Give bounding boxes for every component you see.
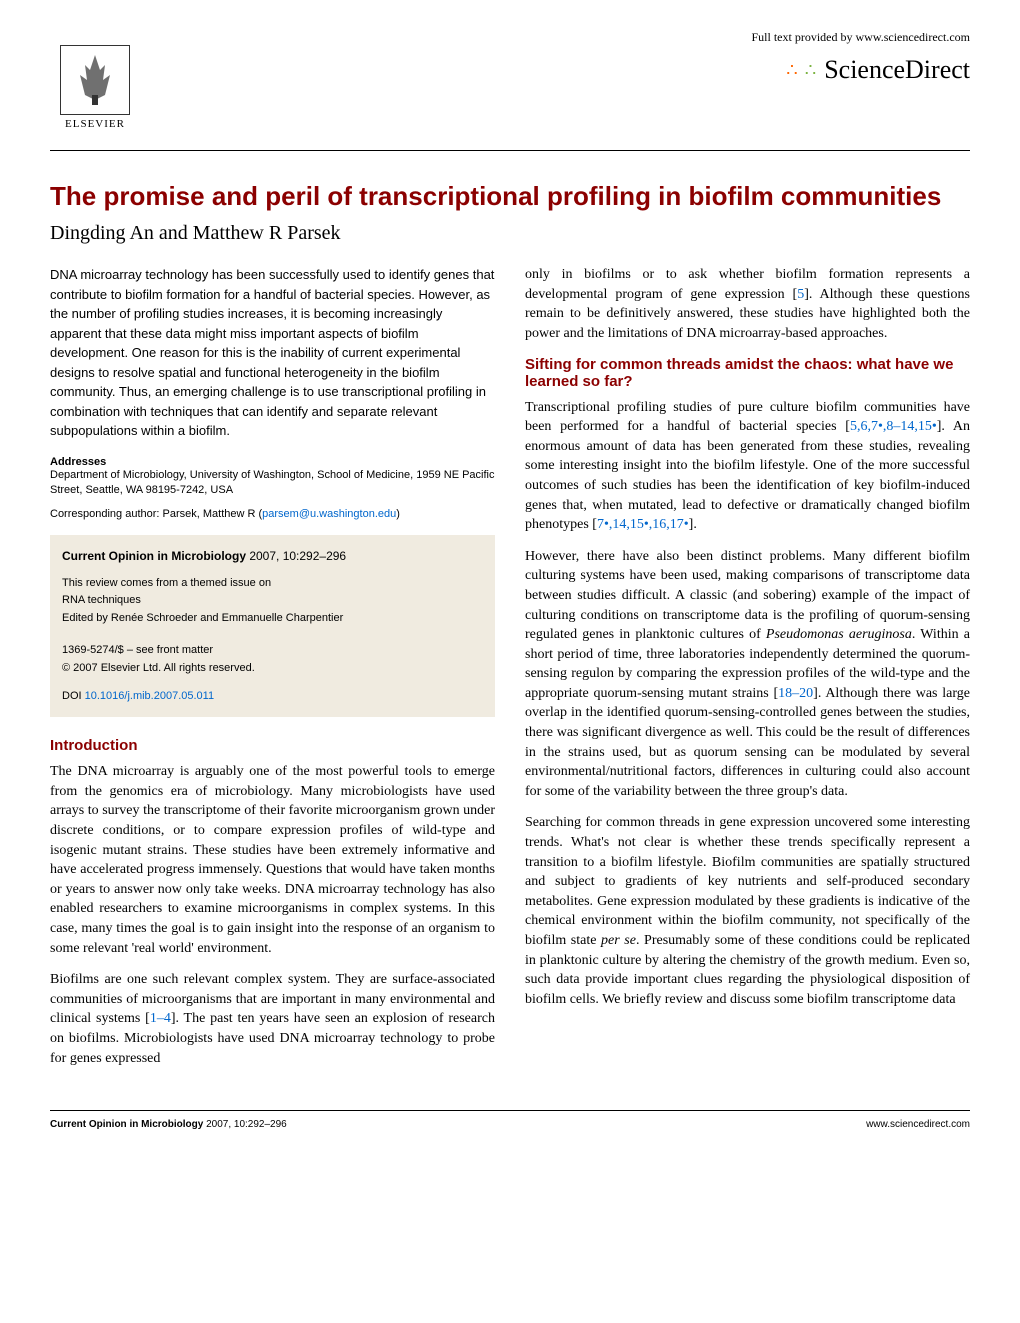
info-box: Current Opinion in Microbiology 2007, 10…: [50, 535, 495, 717]
abstract: DNA microarray technology has been succe…: [50, 265, 495, 441]
footer-left: Current Opinion in Microbiology 2007, 10…: [50, 1119, 287, 1130]
sift-p2-c: ]. Although there was large overlap in t…: [525, 686, 970, 799]
ref-7-17[interactable]: 7•,14,15•,16,17•: [597, 517, 689, 532]
topic: RNA techniques: [62, 592, 483, 610]
copyright: © 2007 Elsevier Ltd. All rights reserved…: [62, 660, 483, 678]
journal-citation: Current Opinion in Microbiology 2007, 10…: [62, 547, 483, 566]
footer-right: www.sciencedirect.com: [866, 1119, 970, 1130]
doi-link[interactable]: 10.1016/j.mib.2007.05.011: [85, 690, 214, 702]
footer-journal: Current Opinion in Microbiology: [50, 1119, 203, 1130]
introduction-heading: Introduction: [50, 737, 495, 754]
journal-name: Current Opinion in Microbiology: [62, 549, 246, 563]
editors: Edited by Renée Schroeder and Emmanuelle…: [62, 610, 483, 628]
footer-pages: 2007, 10:292–296: [203, 1119, 286, 1130]
intro-para-2-cont: only in biofilms or to ask whether biofi…: [525, 265, 970, 343]
header-right: Full text provided by www.sciencedirect.…: [752, 30, 971, 85]
two-column-layout: DNA microarray technology has been succe…: [50, 265, 970, 1080]
sifting-para-1: Transcriptional profiling studies of pur…: [525, 398, 970, 535]
ref-1-4[interactable]: 1–4: [150, 1011, 171, 1026]
sciencedirect-logo: ScienceDirect: [752, 55, 971, 85]
sciencedirect-text: ScienceDirect: [824, 55, 970, 85]
sift-p2-italic: Pseudomonas aeruginosa: [766, 627, 912, 642]
elsevier-logo: ELSEVIER: [50, 30, 140, 130]
elsevier-tree-icon: [60, 45, 130, 115]
sift-p1-c: ].: [689, 517, 697, 532]
ref-5-15[interactable]: 5,6,7•,8–14,15•: [850, 419, 937, 434]
fulltext-notice: Full text provided by www.sciencedirect.…: [752, 30, 971, 45]
sift-p3-italic: per se: [601, 933, 636, 948]
ref-18-20[interactable]: 18–20: [778, 686, 813, 701]
sift-p3-a: Searching for common threads in gene exp…: [525, 815, 970, 948]
corresponding-close: ): [396, 508, 400, 520]
addresses-label: Addresses: [50, 456, 495, 468]
themed-issue: This review comes from a themed issue on: [62, 575, 483, 593]
left-column: DNA microarray technology has been succe…: [50, 265, 495, 1080]
article-title: The promise and peril of transcriptional…: [50, 181, 970, 212]
intro-para-1: The DNA microarray is arguably one of th…: [50, 762, 495, 958]
doi-label: DOI: [62, 690, 85, 702]
sifting-heading: Sifting for common threads amidst the ch…: [525, 356, 970, 390]
journal-year-pages: 2007, 10:292–296: [246, 549, 346, 563]
sifting-para-2: However, there have also been distinct p…: [525, 547, 970, 802]
doi-line: DOI 10.1016/j.mib.2007.05.011: [62, 688, 483, 706]
sift-p1-b: ]. An enormous amount of data has been g…: [525, 419, 970, 532]
issn: 1369-5274/$ – see front matter: [62, 642, 483, 660]
corresponding-email[interactable]: parsem@u.washington.edu: [262, 508, 396, 520]
sciencedirect-dots-icon: [786, 60, 816, 80]
page-footer: Current Opinion in Microbiology 2007, 10…: [50, 1110, 970, 1130]
authors: Dingding An and Matthew R Parsek: [50, 222, 970, 245]
elsevier-text: ELSEVIER: [65, 118, 125, 130]
corresponding-text: Corresponding author: Parsek, Matthew R …: [50, 508, 262, 520]
sifting-para-3: Searching for common threads in gene exp…: [525, 813, 970, 1009]
right-column: only in biofilms or to ask whether biofi…: [525, 265, 970, 1080]
addresses-text: Department of Microbiology, University o…: [50, 468, 495, 499]
intro-para-2: Biofilms are one such relevant complex s…: [50, 970, 495, 1068]
page-header: ELSEVIER Full text provided by www.scien…: [50, 30, 970, 151]
corresponding-author: Corresponding author: Parsek, Matthew R …: [50, 508, 495, 520]
